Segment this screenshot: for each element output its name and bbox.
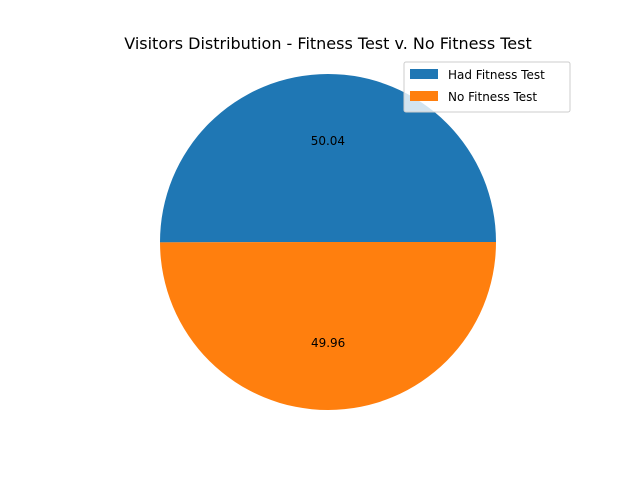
pie-slice-2 — [160, 242, 496, 410]
chart-title: Visitors Distribution - Fitness Test v. … — [124, 34, 532, 53]
legend-items: Had Fitness Test No Fitness Test — [410, 68, 545, 104]
legend-swatch-1 — [410, 69, 438, 79]
legend-box — [403, 61, 571, 113]
slice-value-label-1: 50.04 — [311, 134, 345, 148]
slice-value-label-2: 49.96 — [311, 336, 345, 350]
pie-slice-1 — [159, 73, 497, 243]
legend-label-2: No Fitness Test — [448, 90, 537, 104]
legend-label-1: Had Fitness Test — [448, 68, 545, 82]
slice-labels: 50.04 49.96 — [311, 134, 346, 350]
legend: Had Fitness Test No Fitness Test — [403, 61, 571, 113]
legend-swatch-2 — [410, 91, 438, 101]
pie-slices — [159, 73, 497, 410]
